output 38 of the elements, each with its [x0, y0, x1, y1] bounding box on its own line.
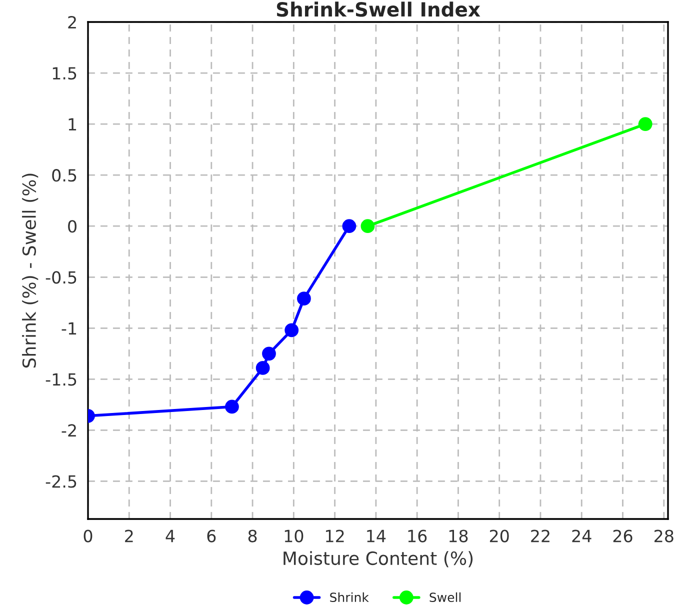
point — [256, 361, 270, 375]
point — [638, 117, 652, 131]
point — [225, 400, 239, 414]
y-tick-label: 1.5 — [52, 67, 76, 80]
x-tick-label: 18 — [449, 530, 468, 542]
point — [360, 219, 375, 234]
legend-label: Swell — [430, 592, 461, 602]
x-tick-label: 0 — [84, 530, 92, 542]
x-tick-label: 14 — [367, 530, 386, 542]
y-tick-label: 2 — [68, 16, 76, 28]
y-tick-label: -0.5 — [46, 271, 76, 284]
legend-label: Shrink — [330, 592, 369, 602]
y-axis-title: Shrink (%) - Swell (%) — [22, 174, 38, 368]
y-tick-label: -1 — [62, 322, 76, 334]
x-tick-label: 8 — [248, 530, 257, 542]
x-tick-label: 20 — [490, 530, 509, 542]
point — [284, 323, 299, 338]
y-tick-label: 0 — [68, 220, 76, 233]
chart-title: Shrink-Swell Index — [276, 2, 480, 17]
x-tick-label: 16 — [408, 530, 427, 542]
x-tick-label: 22 — [531, 530, 550, 542]
x-tick-label: 2 — [125, 530, 133, 542]
x-tick-label: 6 — [207, 530, 216, 542]
y-tick-label: -2 — [62, 424, 76, 437]
point — [342, 219, 356, 234]
y-tick-label: -2.5 — [46, 475, 76, 488]
x-axis-title: Moisture Content (%) — [284, 551, 473, 568]
x-tick-label: 24 — [572, 530, 592, 542]
y-tick-label: 1 — [68, 118, 76, 130]
x-tick-label: 28 — [654, 530, 674, 542]
point — [297, 292, 311, 306]
point — [262, 346, 276, 361]
x-tick-label: 12 — [326, 530, 344, 542]
y-tick-label: 0.5 — [52, 169, 76, 182]
y-tick-label: -1.5 — [46, 373, 76, 386]
x-tick-label: 26 — [613, 530, 632, 542]
x-tick-label: 10 — [284, 530, 304, 542]
x-tick-label: 4 — [166, 530, 175, 542]
